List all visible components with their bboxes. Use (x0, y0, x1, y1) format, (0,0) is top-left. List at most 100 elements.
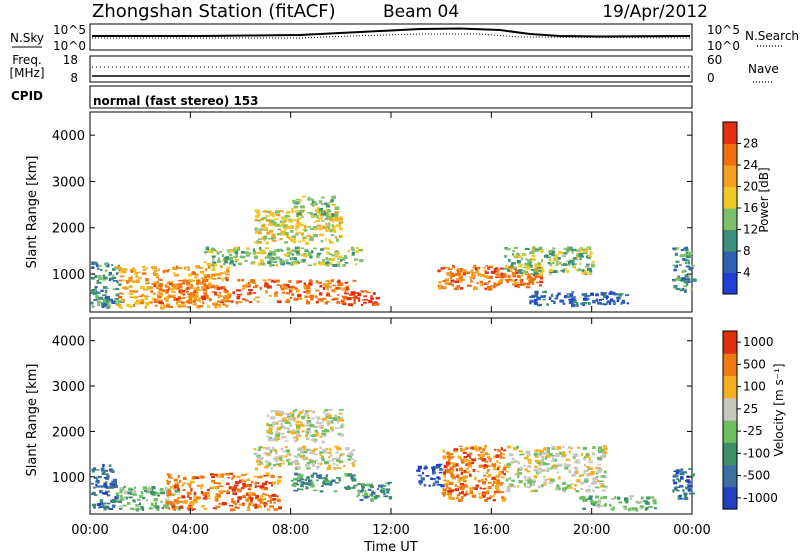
velocity-cell-4-134 (282, 417, 287, 421)
power-cell-2-248 (167, 280, 171, 283)
power-cell-6-7 (342, 302, 347, 306)
power-cell-7-113 (461, 278, 464, 281)
power-cell-8-134 (554, 256, 558, 260)
power-cell-4-116 (339, 228, 342, 231)
power-cell-0-79 (98, 274, 102, 278)
power-cell-7-112 (477, 274, 483, 277)
power-cell-1-248 (203, 292, 207, 295)
power-cell-3-125 (211, 261, 215, 264)
power-cell-4-41 (325, 215, 331, 219)
velocity-cell-2-236 (228, 486, 232, 490)
velocity-cell-9-230 (568, 487, 573, 489)
power-cell-8-71 (552, 262, 555, 265)
velocity-cell-4-73 (324, 409, 328, 412)
velocity-cell-4-108 (296, 430, 300, 434)
power-cell-5-51 (315, 208, 319, 213)
velocity-cell-2-232 (176, 482, 180, 485)
velocity-cell-5-71 (335, 482, 340, 484)
power-cell-7-170 (451, 274, 456, 278)
power-cell-1-166 (168, 281, 174, 285)
power-cell-1-188 (146, 281, 149, 284)
power-cell-0-65 (94, 288, 97, 291)
power-cell-1-117 (213, 301, 217, 305)
velocity-cell-10-62 (598, 501, 602, 505)
power-cell-7-155 (516, 272, 519, 275)
velocity-cell-0-49 (91, 491, 96, 495)
power-cell-3-8 (318, 261, 321, 264)
velocity-cell-0-36 (95, 483, 98, 486)
velocity-cell-8-71 (487, 486, 492, 489)
velocity-cell-9-180 (534, 465, 538, 469)
velocity-cell-2-199 (242, 480, 247, 483)
velocity-cell-9-220 (518, 450, 524, 453)
power-cell-1-41 (165, 299, 169, 302)
velocity-cell-7-38 (417, 474, 421, 477)
velocity-cell-4-130 (268, 436, 272, 440)
velocity-cell-8-78 (487, 469, 490, 472)
velocity-cell-4-102 (271, 416, 276, 419)
power-cell-3-177 (239, 255, 245, 259)
power-cell-7-166 (459, 268, 464, 270)
velocity-cell-6-37 (363, 495, 369, 499)
velocity-cell-6-45 (363, 492, 369, 496)
velocity-cell-2-49 (275, 498, 281, 501)
velocity-cell-10-46 (637, 502, 642, 504)
x-tick-label-4: 16:00 (473, 523, 510, 538)
velocity-cell-3-41 (334, 445, 340, 448)
power-cell-1-251 (195, 265, 201, 269)
power-cell-3-119 (259, 259, 264, 263)
velocity-cell-11-38 (691, 473, 696, 476)
velocity-cell-8-242 (494, 480, 497, 483)
power-cell-4-115 (266, 231, 271, 235)
freq-left-label-2: [MHz] (9, 66, 44, 80)
velocity-cell-7-35 (417, 468, 421, 472)
velocity-cell-9-139 (504, 464, 507, 467)
power-cell-8-39 (579, 257, 582, 260)
power-cell-2-256 (168, 295, 172, 298)
velocity-cell-0-23 (105, 486, 110, 489)
velocity-cell-8-49 (503, 456, 506, 459)
power-cell-7-54 (452, 265, 456, 269)
velocity-cell-8-90 (465, 492, 468, 496)
power-cell-7-110 (517, 275, 521, 278)
velocity-cell-4-100 (301, 416, 305, 420)
power-cell-1-241 (140, 286, 143, 289)
power-cell-8-69 (548, 249, 554, 253)
velocity-cell-2-12 (232, 474, 236, 479)
power-cell-7-45 (528, 279, 533, 284)
velocity-cell-4-50 (319, 435, 323, 438)
power-cell-10-42 (684, 289, 687, 293)
velocity-cell-4-118 (288, 414, 292, 416)
velocity-cell-2-9 (189, 501, 194, 505)
velocity-cell-3-141 (319, 451, 324, 454)
velocity-cell-10-45 (580, 495, 586, 499)
power-cell-7-124 (500, 275, 506, 277)
station-title: Zhongshan Station (fitACF) (92, 1, 336, 22)
power-cell-3-181 (233, 263, 236, 267)
power-cell-4-124 (272, 213, 276, 216)
power-cell-2-223 (285, 291, 290, 295)
power-cell-2-67 (328, 285, 332, 289)
velocity-cell-8-133 (497, 465, 501, 468)
power-cell-8-108 (549, 263, 553, 266)
velocity-cell-1-76 (116, 495, 119, 498)
velocity-cell-2-33 (264, 497, 267, 501)
power-cell-1-233 (188, 273, 192, 277)
power-cell-1-161 (125, 286, 129, 290)
power-cell-3-198 (238, 262, 242, 266)
velocity-cell-9-143 (548, 482, 554, 485)
power-cell-2-191 (321, 297, 327, 300)
velocity-cell-10-6 (628, 507, 632, 512)
velocity-cell-2-189 (186, 507, 192, 510)
power-cell-4-151 (322, 225, 327, 230)
power-cell-3-32 (325, 263, 330, 267)
velocity-cell-8-121 (495, 486, 499, 489)
power-cell-9-19 (568, 300, 574, 305)
power-cell-2-233 (305, 292, 310, 295)
velocity-cell-4-41 (298, 411, 304, 414)
velocity-colorbar-segment-2 (723, 442, 737, 466)
velocity-cell-6-47 (379, 489, 383, 492)
velocity-cell-9-177 (592, 477, 596, 481)
